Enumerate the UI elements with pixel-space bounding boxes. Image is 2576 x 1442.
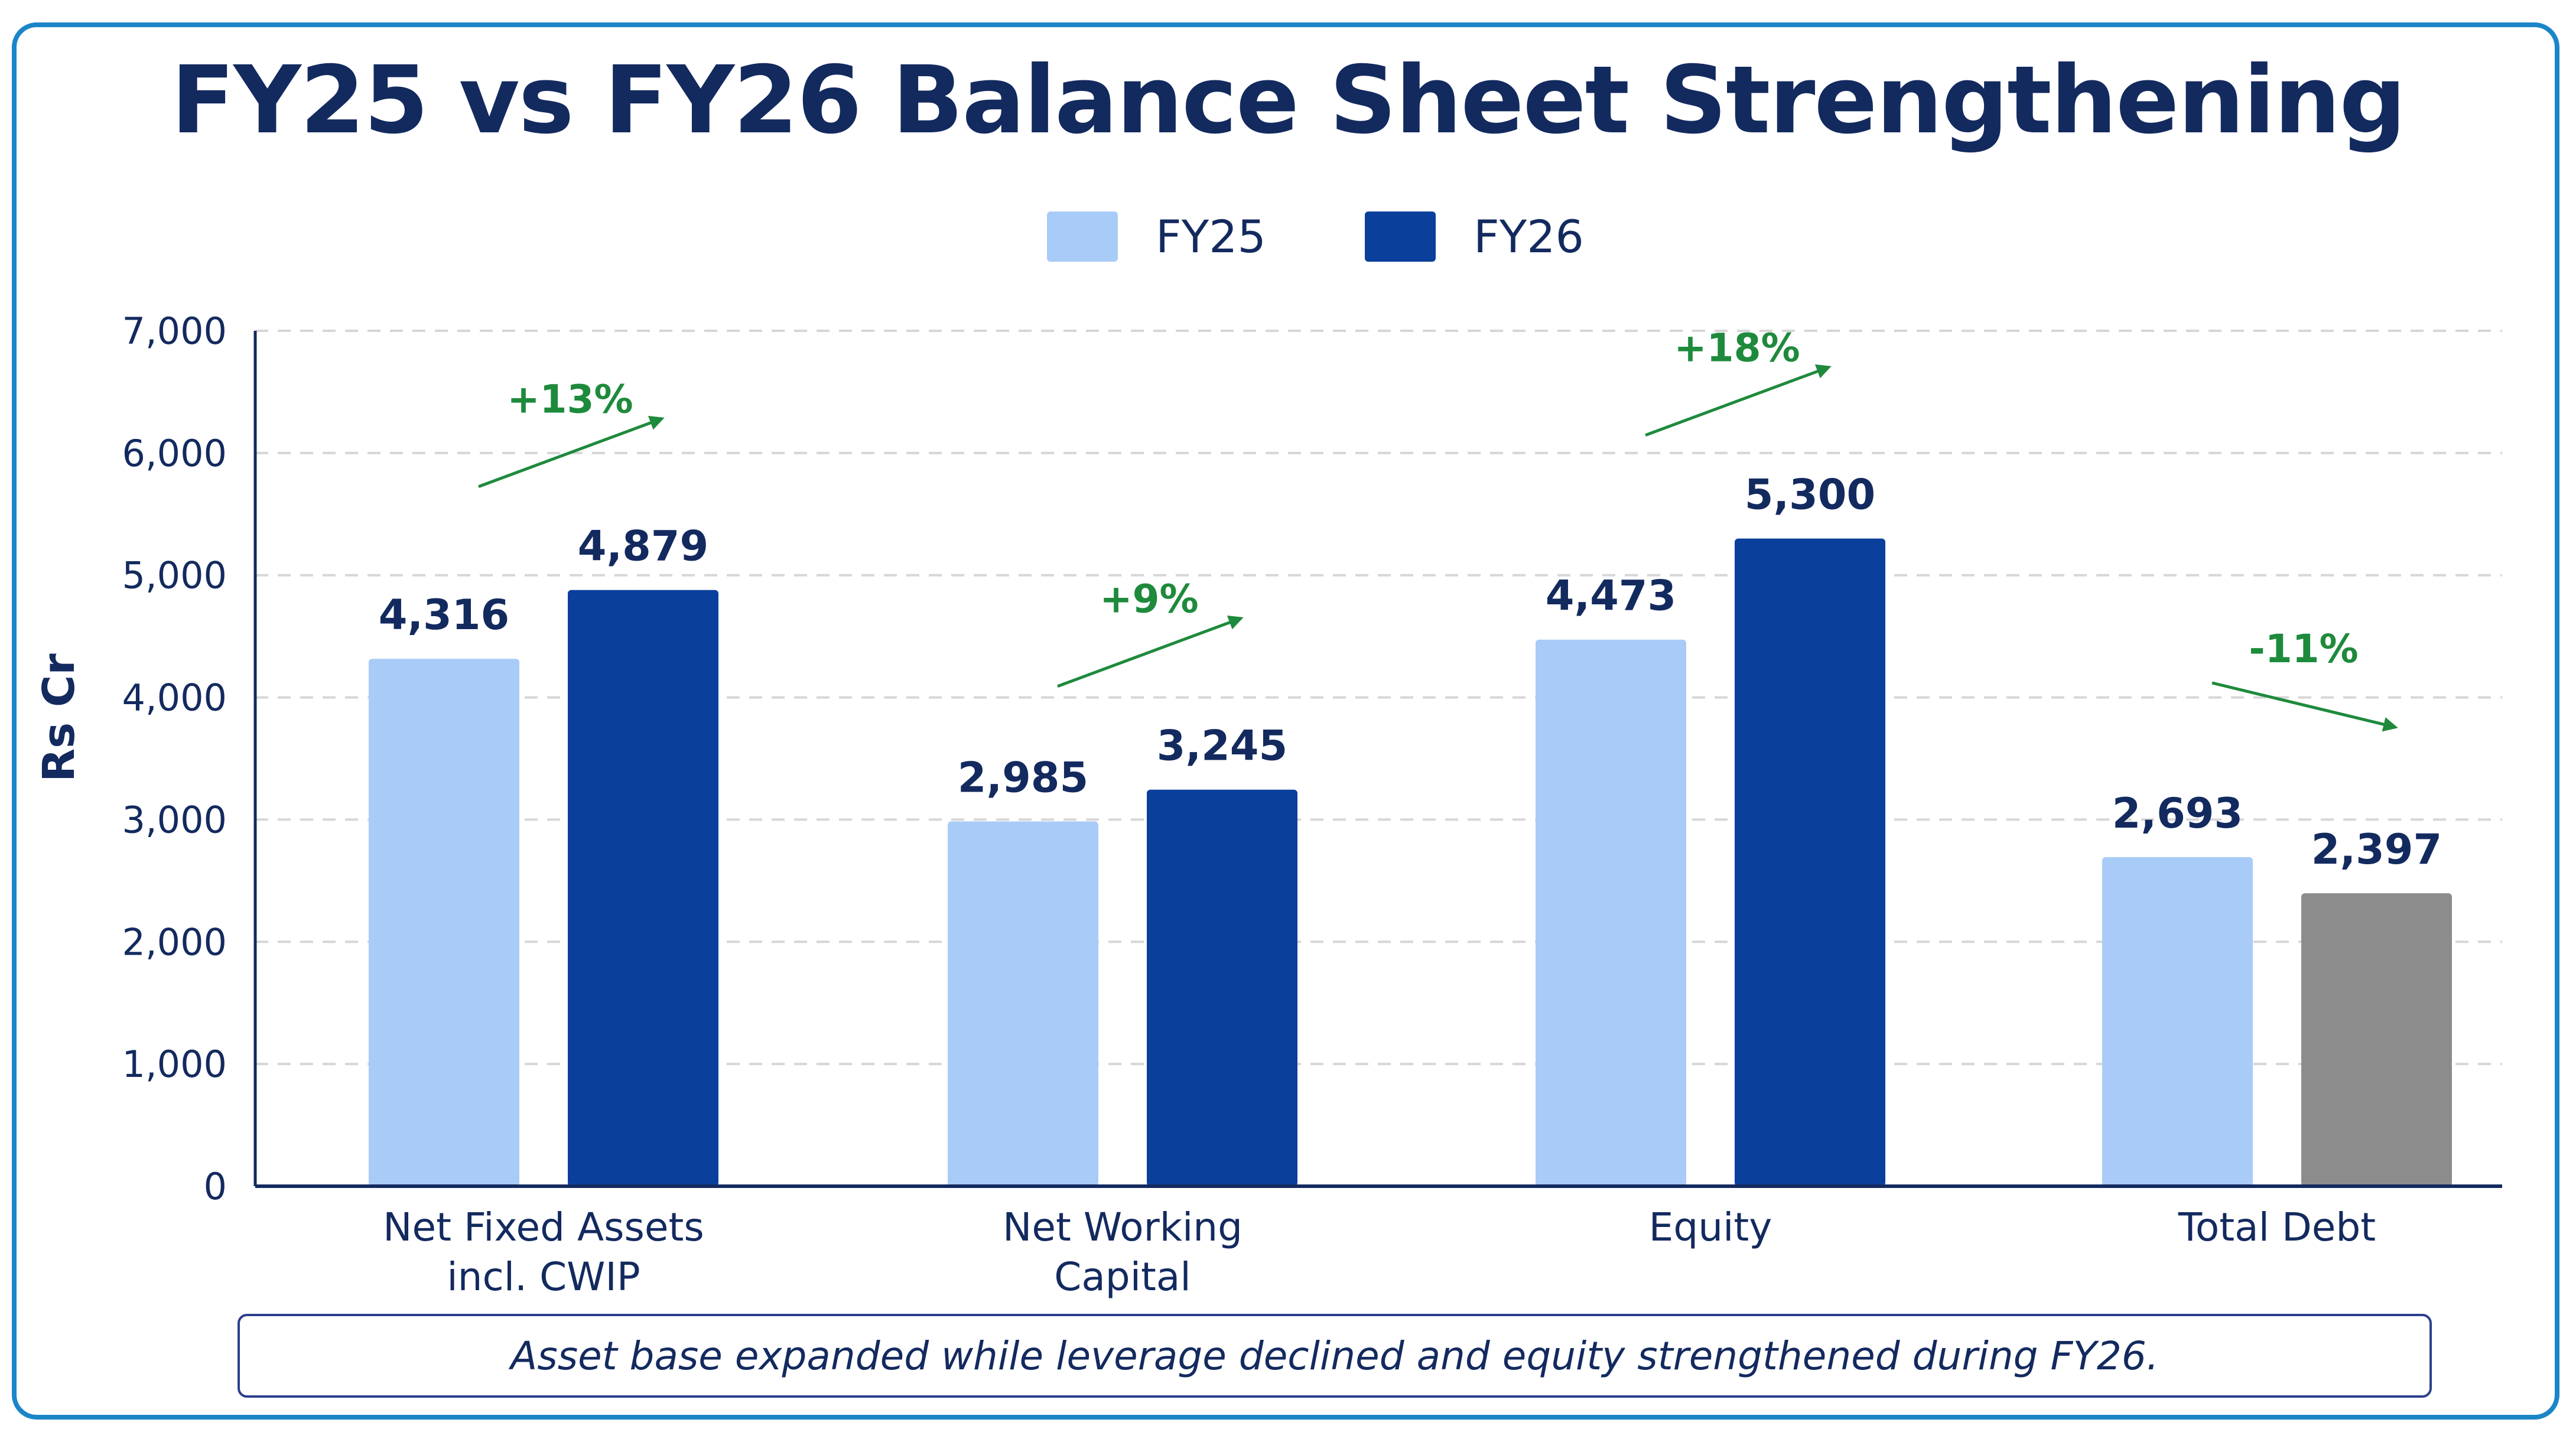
legend-label-fy26: FY26	[1474, 210, 1584, 263]
x-tick-label: Capital	[1054, 1254, 1191, 1300]
data-label: 2,985	[958, 754, 1088, 802]
bar-fy26	[568, 590, 718, 1186]
bar-fy25	[2102, 857, 2253, 1186]
data-label: 2,397	[2311, 825, 2442, 874]
bar-fy26	[1147, 789, 1297, 1186]
x-tick-label: Net Fixed Assets	[383, 1205, 704, 1250]
y-axis-title: Rs Cr	[34, 653, 84, 782]
y-tick-label: 2,000	[122, 920, 227, 963]
data-label: 3,245	[1157, 722, 1287, 770]
bar-fy26	[1735, 538, 1885, 1186]
growth-label: +18%	[1674, 325, 1800, 371]
chart-title: FY25 vs FY26 Balance Sheet Strengthening	[171, 46, 2406, 155]
growth-label: +9%	[1100, 577, 1198, 622]
bars	[369, 538, 2452, 1186]
y-tick-label: 6,000	[122, 432, 227, 475]
data-label: 5,300	[1745, 471, 1875, 519]
growth-arrow	[1057, 615, 1244, 688]
bar-fy25	[948, 821, 1098, 1186]
summary-note: Asset base expanded while leverage decli…	[238, 1314, 2432, 1398]
y-tick-label: 3,000	[122, 798, 227, 841]
y-tick-label: 7,000	[122, 310, 227, 353]
data-label: 4,879	[578, 522, 708, 571]
bar-fy26	[2301, 893, 2452, 1186]
y-tick-label: 4,000	[122, 676, 227, 720]
legend-swatch-fy25	[1047, 211, 1118, 262]
y-tick-label: 0	[204, 1165, 227, 1208]
x-tick-label: Equity	[1649, 1205, 1772, 1250]
y-tick-label: 5,000	[122, 554, 227, 597]
legend-item-fy25: FY25	[1047, 210, 1266, 263]
data-label: 2,693	[2112, 789, 2243, 838]
data-label: 4,473	[1546, 572, 1676, 620]
x-tick-label: incl. CWIP	[447, 1254, 640, 1300]
legend-label-fy25: FY25	[1156, 210, 1266, 263]
legend-swatch-fy26	[1365, 211, 1436, 262]
x-tick-label: Total Debt	[2178, 1205, 2376, 1250]
growth-arrow	[478, 415, 665, 489]
x-tick-label: Net Working	[1003, 1205, 1243, 1250]
bar-fy25	[369, 659, 519, 1186]
legend-item-fy26: FY26	[1365, 210, 1584, 263]
y-tick-label: 1,000	[122, 1043, 227, 1086]
growth-arrow	[1645, 364, 1832, 437]
growth-arrow	[2211, 681, 2398, 732]
growth-label: -11%	[2249, 626, 2358, 672]
axes: 0 1,000 2,000 3,000 4,000 5,000 6,000 7,000 Rs C…	[34, 310, 2502, 1208]
data-label: 4,316	[379, 591, 509, 639]
growth-label: +13%	[507, 377, 633, 422]
bar-fy25	[1536, 639, 1686, 1186]
